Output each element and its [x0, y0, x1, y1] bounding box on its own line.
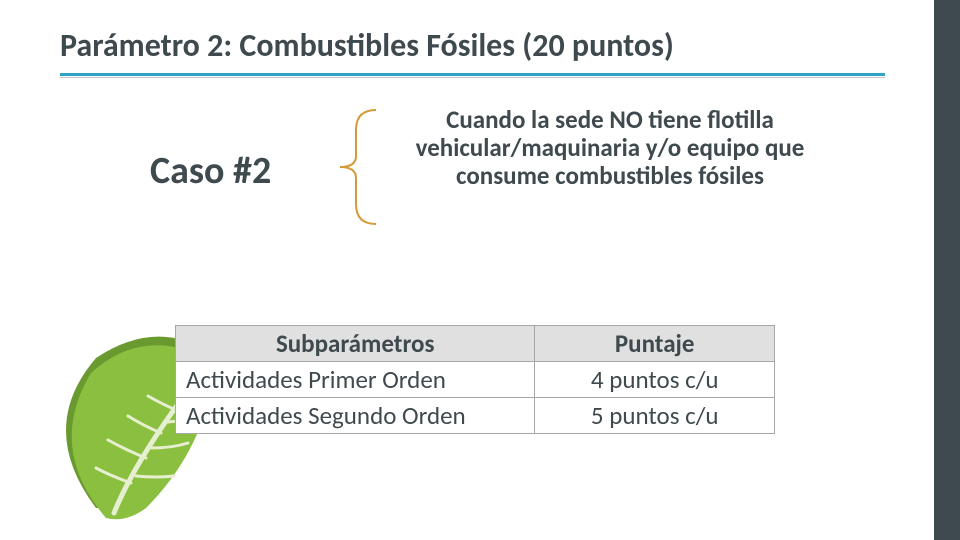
bracket-icon [326, 108, 386, 226]
table-header-row: Subparámetros Puntaje [176, 326, 775, 362]
case-label: Caso #2 [150, 148, 271, 194]
slide-title: Parámetro 2: Combustibles Fósiles (20 pu… [60, 28, 900, 73]
table-row: Actividades Segundo Orden 5 puntos c/u [176, 398, 775, 434]
title-underline [60, 73, 885, 76]
case-row: Caso #2 Cuando la sede NO tiene flotilla… [60, 108, 900, 288]
table-header-subparametros: Subparámetros [176, 326, 535, 362]
slide-content: Parámetro 2: Combustibles Fósiles (20 pu… [0, 0, 960, 288]
table-cell: 5 puntos c/u [535, 398, 775, 434]
table-cell: Actividades Segundo Orden [176, 398, 535, 434]
case-description: Cuando la sede NO tiene flotilla vehicul… [400, 106, 820, 190]
table-row: Actividades Primer Orden 4 puntos c/u [176, 362, 775, 398]
table-cell: 4 puntos c/u [535, 362, 775, 398]
table-cell: Actividades Primer Orden [176, 362, 535, 398]
subparametros-table: Subparámetros Puntaje Actividades Primer… [175, 325, 775, 434]
title-underline-thin [60, 77, 885, 78]
table-header-puntaje: Puntaje [535, 326, 775, 362]
